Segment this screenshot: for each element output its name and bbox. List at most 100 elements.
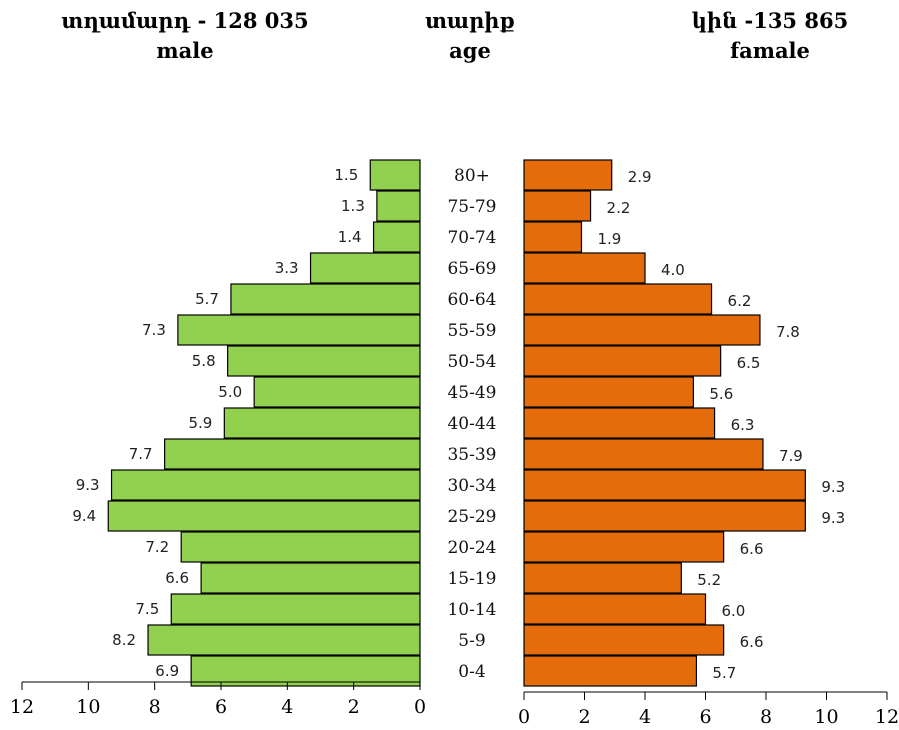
male-value-label-80+: 1.5 bbox=[334, 166, 358, 184]
male-bar-60-64 bbox=[230, 283, 421, 315]
male-bar-35-39 bbox=[164, 438, 421, 470]
age-title: տարիք bbox=[425, 8, 515, 33]
male-value-label-25-29: 9.4 bbox=[72, 507, 96, 525]
age-label-45-49: 45-49 bbox=[447, 383, 496, 403]
male-header: տղամարդ - 128 035 male bbox=[40, 6, 330, 66]
age-labels: 80+ 75-79 70-74 65-69 60-64 55-59 50-54 45-49 40… bbox=[447, 166, 496, 682]
female-value-label-65-69: 4.0 bbox=[661, 261, 685, 279]
female-tick-label-10: 10 bbox=[814, 706, 838, 728]
female-value-label-30-34: 9.3 bbox=[821, 478, 845, 496]
age-label-55-59: 55-59 bbox=[447, 321, 496, 341]
male-title: տղամարդ - 128 035 bbox=[61, 8, 309, 33]
female-value-label-75-79: 2.2 bbox=[607, 199, 631, 217]
female-tick-label-0: 0 bbox=[518, 706, 530, 728]
male-bar-75-79 bbox=[376, 190, 421, 222]
female-bars: 2.92.21.94.06.27.86.55.66.37.99.39.36.65… bbox=[523, 159, 845, 687]
female-bar-80+ bbox=[523, 159, 613, 191]
age-label-10-14: 10-14 bbox=[447, 600, 496, 620]
female-value-label-5-9: 6.6 bbox=[740, 633, 764, 651]
age-label-5-9: 5-9 bbox=[458, 631, 485, 651]
female-axis: 0 2 4 6 8 10 12 bbox=[518, 691, 899, 728]
male-value-label-70-74: 1.4 bbox=[338, 228, 362, 246]
male-tick-label-6: 6 bbox=[215, 696, 227, 718]
age-label-65-69: 65-69 bbox=[447, 259, 496, 279]
female-bar-20-24 bbox=[523, 531, 725, 563]
male-value-label-30-34: 9.3 bbox=[76, 476, 100, 494]
age-header: տարիք age bbox=[400, 6, 540, 66]
female-value-label-50-54: 6.5 bbox=[737, 354, 761, 372]
male-bar-45-49 bbox=[253, 376, 421, 408]
female-bar-10-14 bbox=[523, 593, 707, 625]
female-value-label-60-64: 6.2 bbox=[728, 292, 752, 310]
male-value-label-0-4: 6.9 bbox=[155, 662, 179, 680]
male-value-label-75-79: 1.3 bbox=[341, 197, 365, 215]
male-bar-20-24 bbox=[180, 531, 421, 563]
female-value-label-35-39: 7.9 bbox=[779, 447, 803, 465]
female-value-label-10-14: 6.0 bbox=[722, 602, 746, 620]
male-tick-label-10: 10 bbox=[76, 696, 100, 718]
male-bar-70-74 bbox=[372, 221, 421, 253]
female-subtitle: famale bbox=[730, 38, 810, 63]
female-value-label-80+: 2.9 bbox=[628, 168, 652, 186]
female-value-label-0-4: 5.7 bbox=[712, 664, 736, 682]
female-value-label-20-24: 6.6 bbox=[740, 540, 764, 558]
male-bar-55-59 bbox=[177, 314, 421, 346]
male-value-label-65-69: 3.3 bbox=[275, 259, 299, 277]
female-bar-75-79 bbox=[523, 190, 592, 222]
age-label-25-29: 25-29 bbox=[447, 507, 496, 527]
female-value-label-45-49: 5.6 bbox=[709, 385, 733, 403]
age-label-60-64: 60-64 bbox=[447, 290, 496, 310]
male-axis: 12 10 8 6 4 2 0 bbox=[10, 681, 426, 718]
female-tick-label-6: 6 bbox=[699, 706, 711, 728]
male-tick-label-0: 0 bbox=[414, 696, 426, 718]
female-bar-15-19 bbox=[523, 562, 682, 594]
female-value-label-70-74: 1.9 bbox=[597, 230, 621, 248]
female-bar-70-74 bbox=[523, 221, 583, 253]
male-value-label-10-14: 7.5 bbox=[135, 600, 159, 618]
male-value-label-40-44: 5.9 bbox=[188, 414, 212, 432]
male-value-label-35-39: 7.7 bbox=[129, 445, 153, 463]
male-value-label-20-24: 7.2 bbox=[145, 538, 169, 556]
female-tick-label-4: 4 bbox=[639, 706, 651, 728]
male-subtitle: male bbox=[156, 38, 214, 63]
male-tick-label-12: 12 bbox=[10, 696, 34, 718]
age-label-40-44: 40-44 bbox=[447, 414, 496, 434]
age-subtitle: age bbox=[449, 38, 491, 63]
age-label-20-24: 20-24 bbox=[447, 538, 496, 558]
age-label-50-54: 50-54 bbox=[447, 352, 496, 372]
female-bar-30-34 bbox=[523, 469, 806, 501]
male-value-label-50-54: 5.8 bbox=[192, 352, 216, 370]
female-bar-60-64 bbox=[523, 283, 713, 315]
male-value-label-55-59: 7.3 bbox=[142, 321, 166, 339]
female-bar-5-9 bbox=[523, 624, 725, 656]
male-bar-10-14 bbox=[170, 593, 421, 625]
age-label-35-39: 35-39 bbox=[447, 445, 496, 465]
female-tick-label-12: 12 bbox=[875, 706, 899, 728]
age-label-75-79: 75-79 bbox=[447, 197, 496, 217]
female-bar-35-39 bbox=[523, 438, 764, 470]
female-bar-55-59 bbox=[523, 314, 761, 346]
age-label-15-19: 15-19 bbox=[447, 569, 496, 589]
male-value-label-15-19: 6.6 bbox=[165, 569, 189, 587]
female-value-label-40-44: 6.3 bbox=[731, 416, 755, 434]
female-tick-label-2: 2 bbox=[578, 706, 590, 728]
male-bars: 1.5 1.3 1.4 3.3 5.7 7.3 5.85.0 5.9 7.7 9.3 9.4 7.2 6… bbox=[72, 159, 421, 687]
female-value-label-15-19: 5.2 bbox=[697, 571, 721, 589]
female-bar-65-69 bbox=[523, 252, 646, 284]
female-bar-45-49 bbox=[523, 376, 694, 408]
female-title: կին -135 865 bbox=[691, 8, 849, 33]
male-tick-label-4: 4 bbox=[281, 696, 293, 718]
female-tick-label-8: 8 bbox=[760, 706, 772, 728]
male-bar-65-69 bbox=[309, 252, 421, 284]
age-label-0-4: 0-4 bbox=[458, 662, 485, 682]
male-tick-label-8: 8 bbox=[149, 696, 161, 718]
age-label-80+: 80+ bbox=[454, 166, 490, 186]
age-label-30-34: 30-34 bbox=[447, 476, 496, 496]
male-bar-15-19 bbox=[200, 562, 421, 594]
male-value-label-45-49: 5.0 bbox=[218, 383, 242, 401]
male-bar-5-9 bbox=[147, 624, 421, 656]
male-bar-30-34 bbox=[110, 469, 421, 501]
female-bar-25-29 bbox=[523, 500, 806, 532]
male-bar-0-4 bbox=[190, 655, 421, 687]
